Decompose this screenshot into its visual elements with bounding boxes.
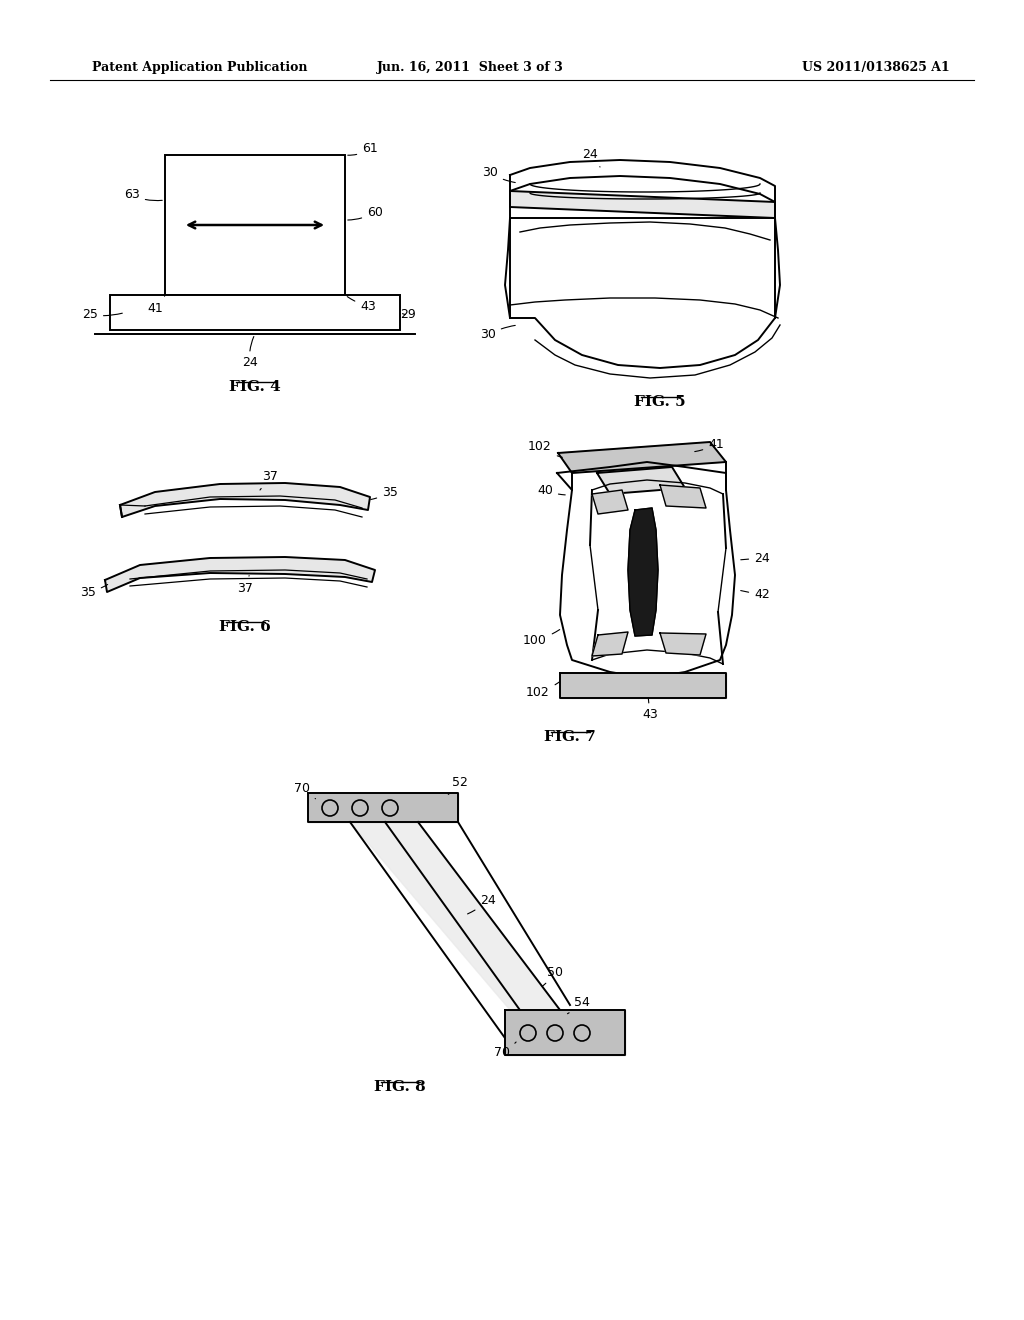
Text: FIG. 4: FIG. 4 <box>229 380 281 393</box>
Text: 25: 25 <box>82 309 122 322</box>
Text: 41: 41 <box>694 437 724 451</box>
Polygon shape <box>660 484 706 508</box>
Text: 70: 70 <box>494 1041 516 1059</box>
Text: 52: 52 <box>449 776 468 795</box>
Text: 24: 24 <box>242 337 258 370</box>
Polygon shape <box>510 160 775 202</box>
Polygon shape <box>120 483 370 517</box>
Text: 37: 37 <box>260 470 278 490</box>
Text: 102: 102 <box>526 681 560 698</box>
Text: 35: 35 <box>371 486 398 499</box>
Text: 102: 102 <box>528 441 562 457</box>
Text: 29: 29 <box>400 309 416 322</box>
Text: 24: 24 <box>468 894 496 913</box>
Text: 61: 61 <box>348 141 378 156</box>
Polygon shape <box>560 673 726 698</box>
Text: 42: 42 <box>740 589 770 602</box>
Bar <box>165 154 345 294</box>
Text: 100: 100 <box>523 630 560 647</box>
Text: 40: 40 <box>537 483 565 496</box>
Text: 37: 37 <box>238 576 253 594</box>
Text: 43: 43 <box>642 698 657 722</box>
Text: 41: 41 <box>147 294 165 314</box>
Text: Jun. 16, 2011  Sheet 3 of 3: Jun. 16, 2011 Sheet 3 of 3 <box>377 62 563 74</box>
Polygon shape <box>505 218 780 368</box>
Text: 54: 54 <box>567 995 590 1014</box>
Text: FIG. 6: FIG. 6 <box>219 620 271 634</box>
Text: 30: 30 <box>480 326 515 342</box>
Text: FIG. 8: FIG. 8 <box>374 1080 426 1094</box>
Text: 60: 60 <box>348 206 383 220</box>
Text: 30: 30 <box>482 166 515 182</box>
Text: US 2011/0138625 A1: US 2011/0138625 A1 <box>802 62 950 74</box>
Bar <box>110 294 400 330</box>
Text: 35: 35 <box>80 585 108 598</box>
Text: FIG. 5: FIG. 5 <box>634 395 686 409</box>
Polygon shape <box>592 490 628 513</box>
Polygon shape <box>510 191 775 218</box>
Polygon shape <box>350 822 560 1010</box>
Polygon shape <box>308 793 458 822</box>
Text: 24: 24 <box>582 149 600 168</box>
Polygon shape <box>558 442 726 473</box>
Polygon shape <box>597 467 685 494</box>
Polygon shape <box>660 634 706 655</box>
Text: 24: 24 <box>740 552 770 565</box>
Polygon shape <box>105 557 375 591</box>
Text: 50: 50 <box>543 965 563 986</box>
Text: 63: 63 <box>124 189 162 202</box>
Text: Patent Application Publication: Patent Application Publication <box>92 62 307 74</box>
Polygon shape <box>592 632 628 656</box>
Text: 70: 70 <box>294 781 315 799</box>
Text: FIG. 7: FIG. 7 <box>544 730 596 744</box>
Polygon shape <box>505 1010 625 1055</box>
Polygon shape <box>557 462 735 678</box>
Text: 43: 43 <box>347 297 376 313</box>
Polygon shape <box>628 508 658 636</box>
